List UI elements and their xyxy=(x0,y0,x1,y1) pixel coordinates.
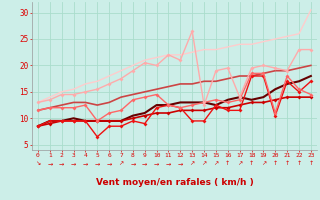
X-axis label: Vent moyen/en rafales ( km/h ): Vent moyen/en rafales ( km/h ) xyxy=(96,178,253,187)
